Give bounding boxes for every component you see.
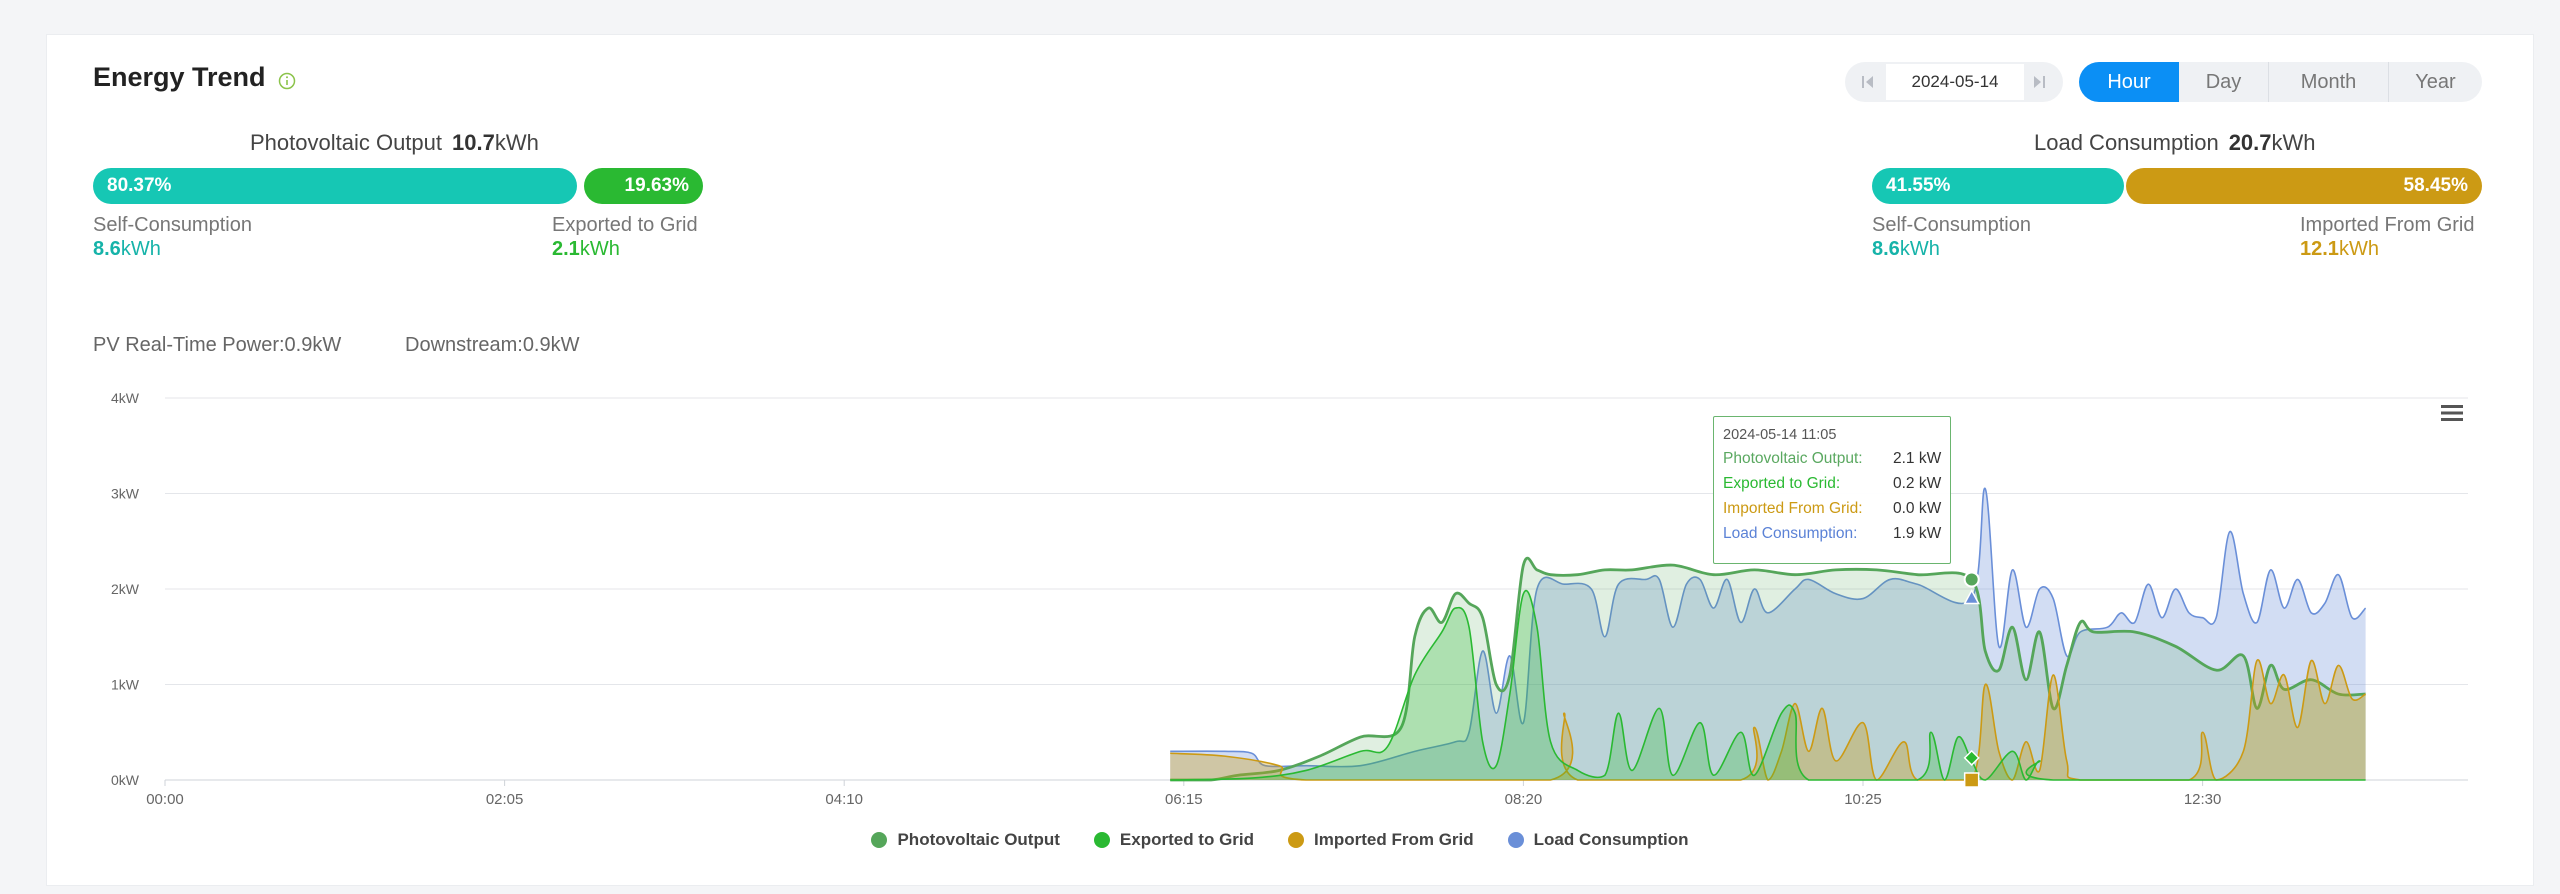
pv-self-consumption-bar: 80.37% xyxy=(93,168,577,204)
pv-highlight-point xyxy=(1963,571,1980,588)
load-self-label: Self-Consumption xyxy=(1872,214,2031,236)
legend-item-imported[interactable]: Imported From Grid xyxy=(1288,830,1474,850)
next-date-icon[interactable] xyxy=(2026,70,2052,94)
legend-label: Photovoltaic Output xyxy=(897,830,1060,849)
x-tick-label: 06:15 xyxy=(1165,791,1203,808)
load-self-percent: 41.55% xyxy=(1886,175,1951,196)
x-tick-label: 00:00 xyxy=(146,791,184,808)
pv-exported-bar: 19.63% xyxy=(584,168,703,204)
tooltip-series-name: Imported From Grid: xyxy=(1723,500,1863,517)
pv-self-label: Self-Consumption xyxy=(93,214,252,236)
tooltip-row: Load Consumption: 1.9 kW xyxy=(1723,525,1950,550)
info-icon[interactable] xyxy=(278,72,296,90)
y-tick-label: 4kW xyxy=(111,390,140,406)
load-highlight-point xyxy=(1963,588,1980,605)
tooltip-series-value: 2.1 kW xyxy=(1893,450,1942,467)
pv-summary-heading: Photovoltaic Output 10.7kWh xyxy=(250,130,539,156)
legend-label: Imported From Grid xyxy=(1314,830,1474,849)
load-import-label: Imported From Grid xyxy=(2300,214,2475,236)
tooltip-series-value: 0.0 kW xyxy=(1893,500,1942,517)
load-import-value: 12.1kWh xyxy=(2300,238,2379,260)
load-summary-heading: Load Consumption 20.7kWh xyxy=(2034,130,2316,156)
pv-export-label: Exported to Grid xyxy=(552,214,698,236)
previous-date-icon[interactable] xyxy=(1855,70,1881,94)
y-tick-label: 1kW xyxy=(111,677,140,693)
x-tick-label: 04:10 xyxy=(825,791,863,808)
pv-total-unit: kWh xyxy=(494,130,539,155)
tooltip-series-name: Photovoltaic Output: xyxy=(1723,450,1863,467)
tooltip-row: Exported to Grid: 0.2 kW xyxy=(1723,475,1950,500)
energy-trend-chart[interactable]: 0kW 1kW 2kW 3kW 4kW 00:00 02:05 04:10 06:15 08:20… xyxy=(46,374,2534,874)
y-tick-label: 3kW xyxy=(111,486,140,502)
series-area-3 xyxy=(1170,488,2366,780)
pv-self-value: 8.6kWh xyxy=(93,238,161,260)
tooltip-series-value: 1.9 kW xyxy=(1893,525,1942,542)
tooltip-series-name: Exported to Grid: xyxy=(1723,475,1841,492)
y-tick-label: 2kW xyxy=(111,581,140,597)
downstream-power: Downstream:0.9kW xyxy=(405,334,580,356)
load-self-value: 8.6kWh xyxy=(1872,238,1940,260)
legend-dot xyxy=(1288,832,1305,848)
tooltip-row: Imported From Grid: 0.0 kW xyxy=(1723,500,1950,525)
chart-legend: Photovoltaic Output Exported to Grid Imp… xyxy=(0,830,2560,850)
tab-year[interactable]: Year xyxy=(2389,62,2482,102)
chart-menu-icon[interactable] xyxy=(2440,402,2464,424)
pv-self-percent: 80.37% xyxy=(107,175,172,196)
series-line-0 xyxy=(1170,556,2366,782)
pv-export-percent: 19.63% xyxy=(624,175,689,196)
legend-label: Exported to Grid xyxy=(1119,830,1255,849)
load-imported-bar: 58.45% xyxy=(2126,168,2482,204)
x-tick-label: 08:20 xyxy=(1505,791,1543,808)
pv-realtime-power: PV Real-Time Power:0.9kW xyxy=(93,334,342,356)
exported-highlight-point xyxy=(1963,749,1980,766)
series-line-1 xyxy=(1170,590,2366,781)
tab-hour[interactable]: Hour xyxy=(2079,62,2179,102)
load-import-percent: 58.45% xyxy=(2403,175,2468,196)
chart-tooltip: 2024-05-14 11:05 Photovoltaic Output: 2.1… xyxy=(1713,416,1951,564)
page-title: Energy Trend xyxy=(93,62,266,92)
x-tick-label: 02:05 xyxy=(486,791,524,808)
legend-item-exported[interactable]: Exported to Grid xyxy=(1093,830,1255,850)
load-summary-label: Load Consumption xyxy=(2034,130,2219,155)
legend-dot xyxy=(1093,832,1110,848)
tooltip-date: 2024-05-14 11:05 xyxy=(1723,427,1837,443)
load-self-consumption-bar: 41.55% xyxy=(1872,168,2124,204)
series-area-0 xyxy=(1170,558,2366,780)
date-input[interactable]: 2024-05-14 xyxy=(1886,64,2024,100)
x-tick-label: 10:25 xyxy=(1844,791,1882,808)
legend-item-pv[interactable]: Photovoltaic Output xyxy=(871,830,1060,850)
legend-dot xyxy=(1507,832,1524,848)
series-area-2 xyxy=(1170,659,2366,780)
pv-export-value: 2.1kWh xyxy=(552,238,620,260)
pv-total-value: 10.7 xyxy=(452,130,495,155)
y-tick-label: 0kW xyxy=(111,772,140,788)
imported-highlight-point xyxy=(1963,772,1980,788)
x-tick-label: 12:30 xyxy=(2184,791,2222,808)
tooltip-series-value: 0.2 kW xyxy=(1893,475,1942,492)
pv-summary-label: Photovoltaic Output xyxy=(250,130,443,155)
tab-day[interactable]: Day xyxy=(2179,62,2269,102)
tab-month[interactable]: Month xyxy=(2269,62,2389,102)
legend-item-load[interactable]: Load Consumption xyxy=(1507,830,1689,850)
series-line-2 xyxy=(1170,659,2367,781)
legend-label: Load Consumption xyxy=(1533,830,1689,849)
tooltip-row: Photovoltaic Output: 2.1 kW xyxy=(1723,450,1950,475)
legend-dot xyxy=(871,832,888,848)
series-area-1 xyxy=(1170,590,2366,780)
load-total-value: 20.7 xyxy=(2228,130,2272,155)
load-total-unit: kWh xyxy=(2271,130,2316,155)
tooltip-series-name: Load Consumption: xyxy=(1723,525,1858,542)
